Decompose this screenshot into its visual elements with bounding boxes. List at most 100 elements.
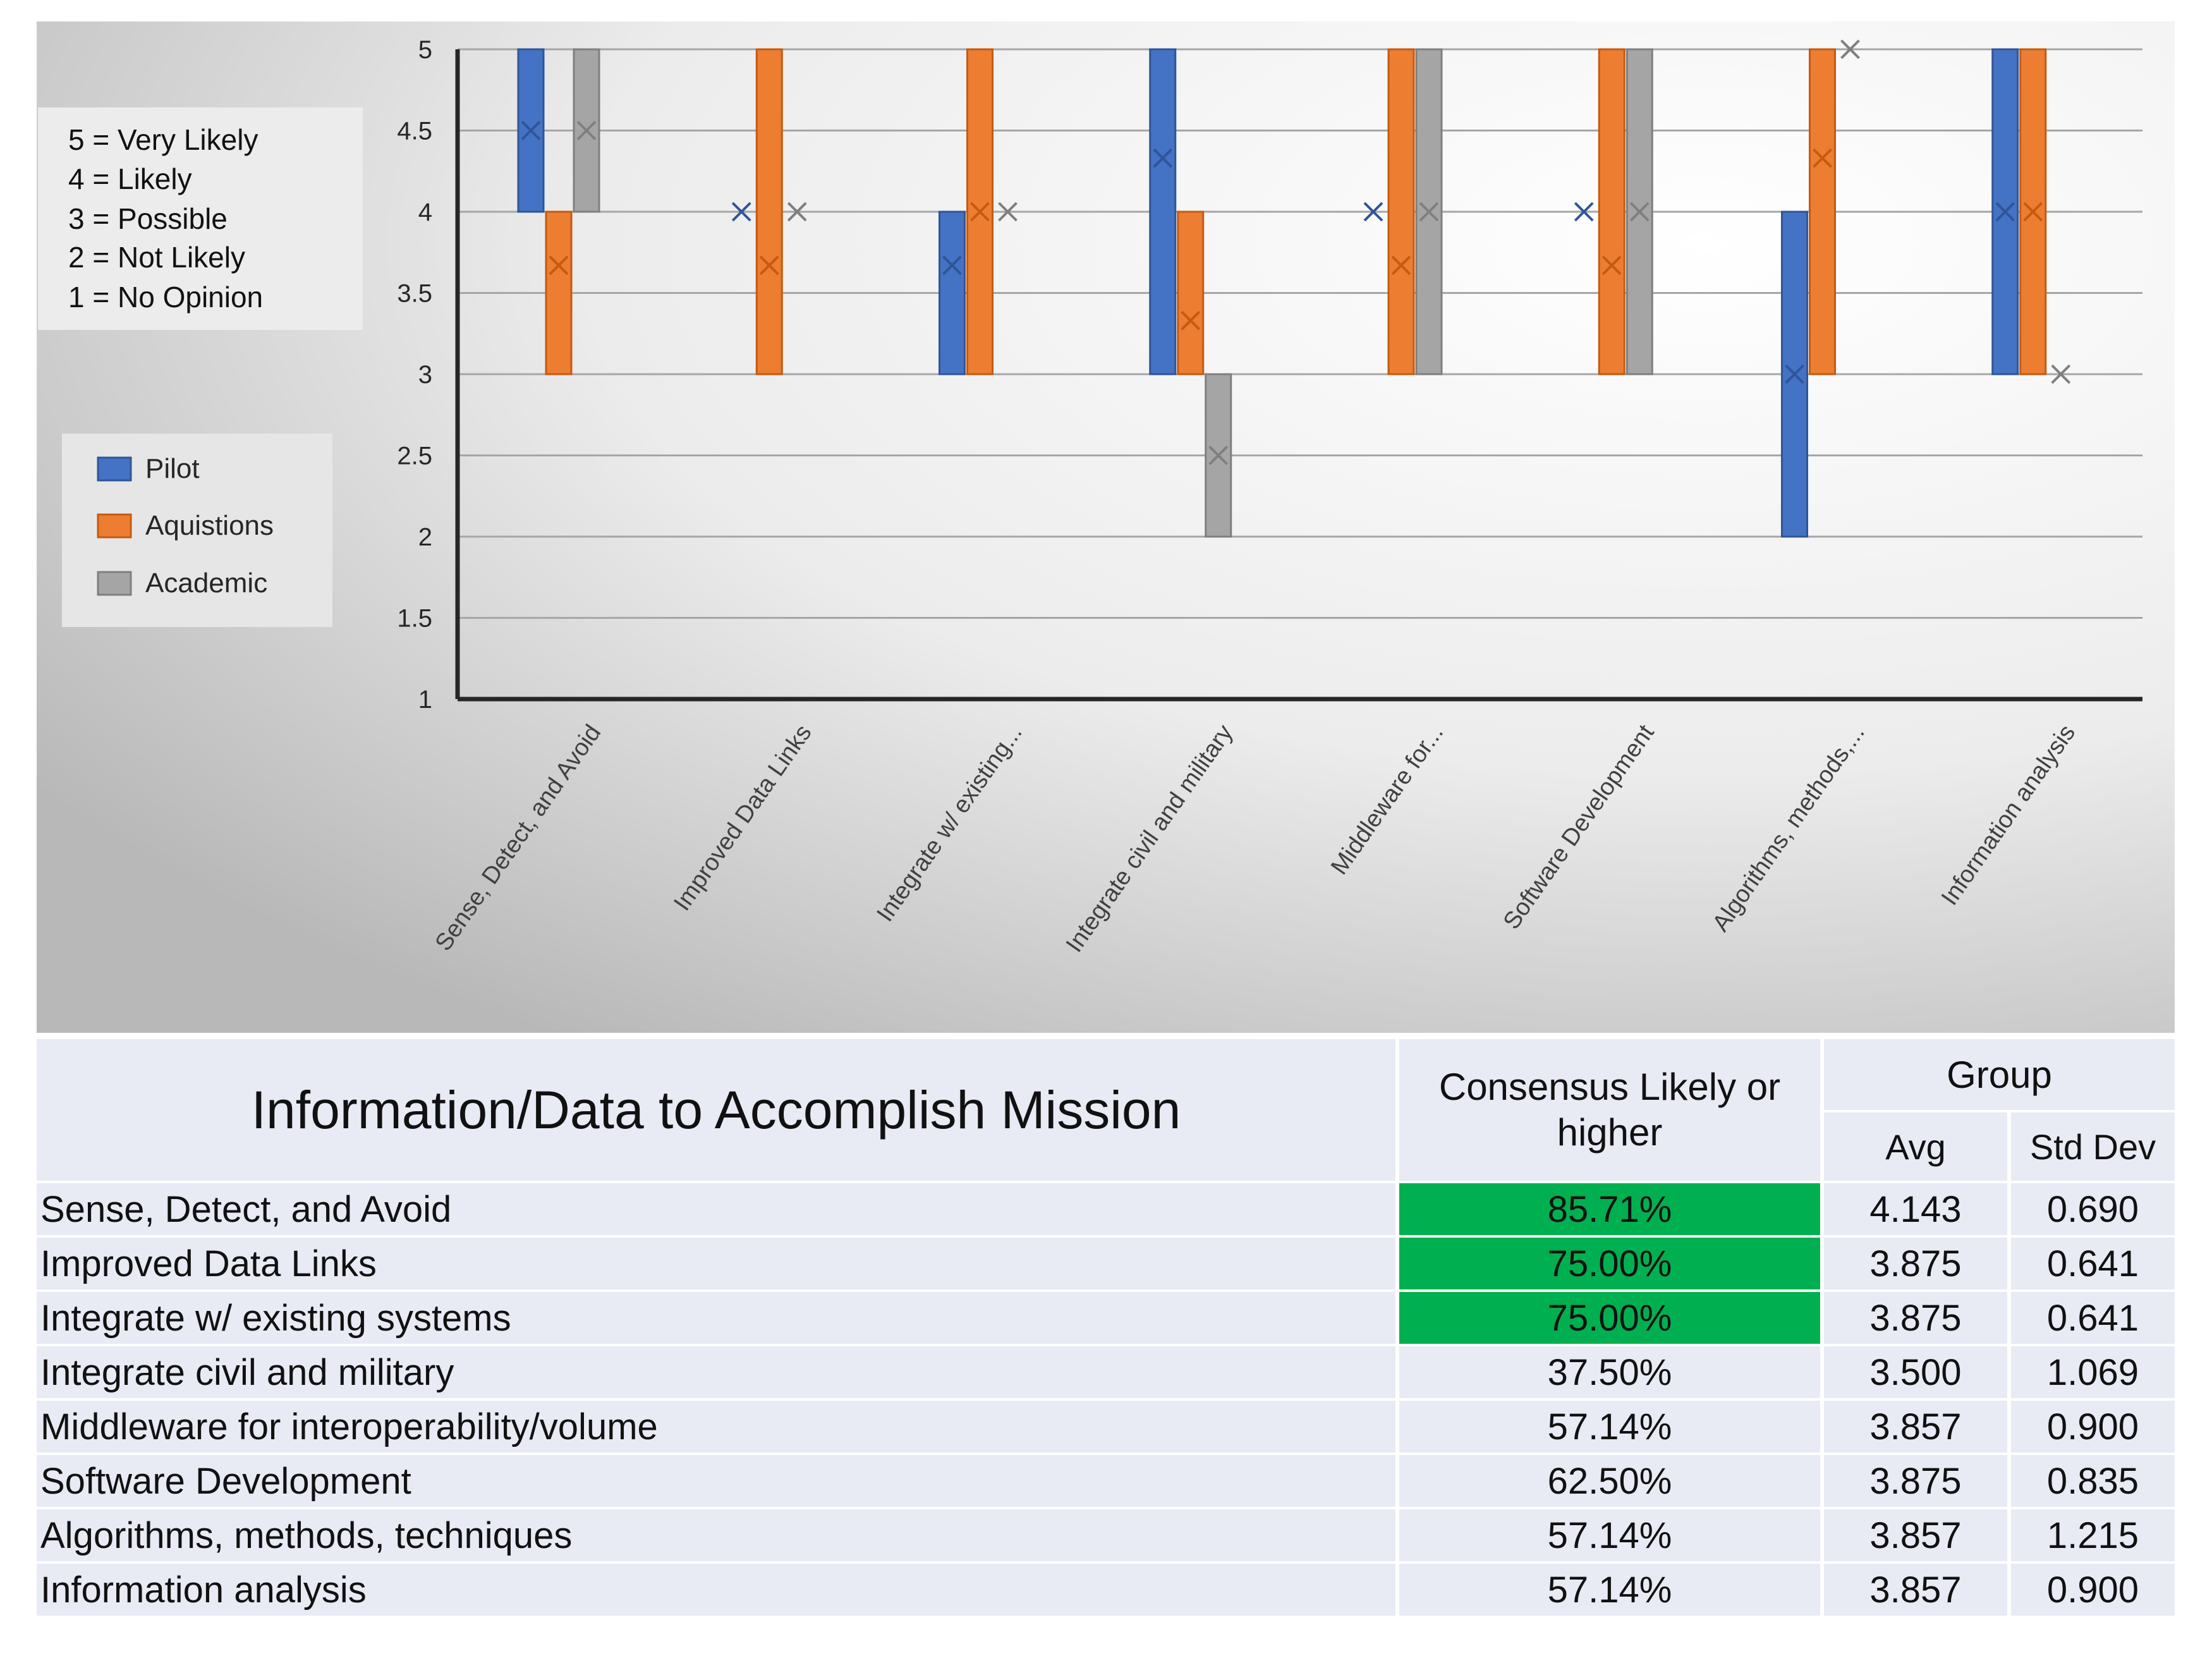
y-tick-label: 3 [418, 361, 432, 389]
row-name: Algorithms, methods, techniques [37, 1509, 1395, 1561]
scale-note: 5 = Very Likely 4 = Likely 3 = Possible … [38, 107, 363, 330]
table-row: Integrate w/ existing systems 75.00% 3.875… [37, 1292, 2175, 1344]
avg-header: Avg [1824, 1112, 2007, 1181]
avg-cell: 3.875 [1824, 1455, 2007, 1507]
row-name: Sense, Detect, and Avoid [37, 1183, 1395, 1235]
avg-marker-aquistions [759, 255, 779, 276]
legend: Pilot Aquistions Academic [62, 434, 332, 627]
scale-note-line: 2 = Not Likely [68, 241, 245, 274]
table-row: Middleware for interoperability/volume 57… [37, 1401, 2175, 1453]
table-row: Sense, Detect, and Avoid 85.71% 4.143 0.690 [37, 1183, 2175, 1235]
avg-marker-academic [1629, 202, 1650, 222]
y-tick-label: 1 [418, 686, 432, 714]
avg-cell: 3.857 [1824, 1564, 2007, 1616]
avg-markers [521, 39, 2071, 465]
bar-aquistions [1809, 48, 1836, 375]
legend-label-academic: Academic [145, 568, 267, 599]
y-tick-label: 2 [418, 523, 432, 551]
avg-cell: 3.875 [1824, 1292, 2007, 1344]
range-chart: 5 = Very Likely 4 = Likely 3 = Possible … [37, 21, 2175, 1033]
bar-pilot [1149, 48, 1177, 375]
avg-marker-academic [576, 121, 597, 140]
y-axis-ticks: 1 1.5 2 2.5 3 3.5 4 4.5 5 [397, 36, 432, 714]
consensus-cell: 37.50% [1399, 1346, 1820, 1398]
legend-label-pilot: Pilot [145, 453, 200, 484]
group-header: Group [1824, 1039, 2175, 1111]
table-row: Improved Data Links 75.00% 3.875 0.641 [37, 1238, 2175, 1289]
avg-marker-academic [2051, 364, 2071, 384]
consensus-header: Consensus Likely or higher [1399, 1039, 1820, 1181]
legend-label-aquistions: Aquistions [145, 510, 274, 541]
table-row: Integrate civil and military 37.50% 3.500 1… [37, 1346, 2175, 1398]
bar-aquistions [1598, 48, 1626, 375]
table-title: Information/Data to Accomplish Mission [37, 1039, 1395, 1181]
table-row: Software Development 62.50% 3.875 0.835 [37, 1455, 2175, 1507]
avg-marker-academic [1840, 39, 1860, 59]
legend-swatch-aquistions [97, 513, 132, 539]
y-tick-label: 4.5 [397, 118, 432, 145]
y-tick-label: 5 [418, 36, 432, 64]
legend-swatch-pilot [97, 456, 132, 482]
results-table: Information/Data to Accomplish Mission C… [33, 1037, 2179, 1618]
std-dev-cell: 0.835 [2011, 1455, 2175, 1507]
consensus-cell: 75.00% [1399, 1238, 1820, 1289]
consensus-cell: 57.14% [1399, 1509, 1820, 1561]
avg-marker-aquistions [1601, 255, 1622, 276]
y-tick-label: 3.5 [397, 280, 432, 308]
avg-cell: 3.857 [1824, 1401, 2007, 1453]
scale-note-line: 4 = Likely [68, 162, 192, 195]
consensus-cell: 75.00% [1399, 1292, 1820, 1344]
table-row: Information analysis 57.14% 3.857 0.900 [37, 1564, 2175, 1616]
avg-marker-pilot [1363, 202, 1383, 222]
consensus-cell: 62.50% [1399, 1455, 1820, 1507]
header-row: Information/Data to Accomplish Mission C… [37, 1039, 2175, 1181]
avg-cell: 4.143 [1824, 1183, 2007, 1235]
bar-aquistions [1387, 48, 1415, 375]
scale-note-line: 3 = Possible [68, 202, 228, 235]
std-dev-cell: 0.641 [2011, 1292, 2175, 1344]
avg-marker-pilot [1574, 202, 1594, 222]
avg-marker-aquistions [1813, 148, 1832, 168]
avg-marker-aquistions [549, 255, 569, 276]
avg-cell: 3.857 [1824, 1509, 2007, 1561]
std-dev-cell: 0.900 [2011, 1564, 2175, 1616]
avg-marker-pilot [1153, 148, 1173, 168]
avg-marker-academic [1419, 202, 1439, 222]
axes [455, 49, 2142, 702]
avg-marker-pilot [942, 255, 962, 276]
avg-marker-pilot [731, 202, 751, 222]
y-tick-label: 2.5 [397, 442, 432, 470]
y-tick-label: 4 [418, 198, 432, 226]
consensus-cell: 57.14% [1399, 1401, 1820, 1453]
y-tick-label: 1.5 [397, 605, 432, 633]
avg-marker-pilot [521, 121, 541, 140]
consensus-cell: 57.14% [1399, 1564, 1820, 1616]
bar-aquistions [755, 48, 783, 375]
gridlines [458, 48, 2142, 619]
avg-marker-aquistions [970, 202, 990, 222]
avg-cell: 3.500 [1824, 1346, 2007, 1398]
row-name: Middleware for interoperability/volume [37, 1401, 1395, 1453]
std-dev-cell: 1.215 [2011, 1509, 2175, 1561]
consensus-cell: 85.71% [1399, 1183, 1820, 1235]
avg-marker-academic [1208, 446, 1229, 465]
avg-cell: 3.875 [1824, 1238, 2007, 1289]
scale-note-line: 1 = No Opinion [68, 281, 263, 314]
avg-marker-aquistions [1391, 255, 1411, 276]
avg-marker-academic [998, 202, 1018, 222]
table-row: Algorithms, methods, techniques 57.14% 3.8… [37, 1509, 2175, 1561]
avg-marker-academic [787, 202, 807, 222]
avg-marker-aquistions [1181, 310, 1201, 331]
table-body: Sense, Detect, and Avoid 85.71% 4.143 0.690… [37, 1183, 2175, 1616]
row-name: Information analysis [37, 1564, 1395, 1616]
bar-pilot [939, 210, 966, 375]
bar-aquistions [545, 210, 573, 375]
legend-swatch-academic [97, 571, 132, 596]
row-name: Integrate civil and military [37, 1346, 1395, 1398]
scale-note-line: 5 = Very Likely [68, 123, 258, 156]
std-dev-cell: 1.069 [2011, 1346, 2175, 1398]
chart-panel: 5 = Very Likely 4 = Likely 3 = Possible … [37, 21, 2175, 1033]
row-name: Integrate w/ existing systems [37, 1292, 1395, 1344]
row-name: Software Development [37, 1455, 1395, 1507]
std-dev-cell: 0.690 [2011, 1183, 2175, 1235]
